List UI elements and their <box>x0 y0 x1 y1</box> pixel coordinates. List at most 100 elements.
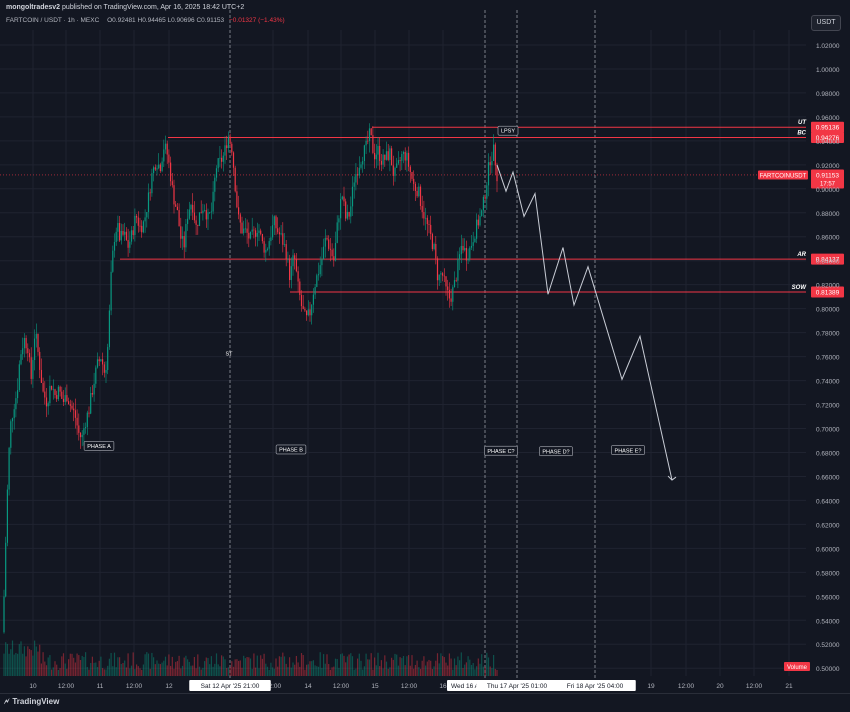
projection-line <box>496 164 673 481</box>
candle-body <box>28 353 31 358</box>
volume-bar <box>401 658 403 676</box>
candle-body <box>464 247 466 251</box>
candle-body <box>236 191 238 208</box>
volume-bar <box>115 667 117 676</box>
volume-bar <box>350 653 352 676</box>
candle-body <box>39 351 41 370</box>
symbol-name[interactable]: FARTCOIN / USDT · 1h · MEXC <box>6 17 100 24</box>
candle-body <box>44 391 46 398</box>
volume-bar <box>154 664 156 676</box>
candle-body <box>161 161 163 172</box>
volume-bar <box>334 658 337 676</box>
candle-body <box>363 145 365 162</box>
candle-body <box>272 225 274 238</box>
price-tick-label: 0.72000 <box>816 403 840 410</box>
volume-bar <box>193 656 195 676</box>
volume-bar <box>22 653 24 676</box>
candle-body <box>197 224 199 226</box>
volume-bar <box>496 669 498 676</box>
volume-bar <box>197 654 199 676</box>
candle-body <box>129 241 131 248</box>
volume-bar <box>136 664 138 676</box>
candle-body <box>372 135 374 153</box>
candle-body <box>178 210 180 227</box>
candle-body <box>71 405 73 409</box>
footer-bar <box>0 693 850 712</box>
candle-body <box>425 217 427 219</box>
volume-bar <box>464 664 466 676</box>
candle-body <box>3 596 5 633</box>
bar-countdown-text: 17:57 <box>820 181 836 187</box>
candle-body <box>144 217 146 222</box>
candle-body <box>122 230 124 235</box>
event-marker: ST <box>225 352 233 358</box>
volume-bar <box>277 666 279 676</box>
currency-button[interactable]: USDT <box>811 15 841 31</box>
price-tick-label: 0.52000 <box>816 642 840 649</box>
volume-bar <box>251 668 253 676</box>
author-name[interactable]: mongoltradesv2 <box>6 4 61 11</box>
candle-body <box>171 181 173 186</box>
candle-body <box>343 196 345 202</box>
volume-bar <box>158 663 160 676</box>
candle-body <box>317 274 320 276</box>
candle-body <box>409 166 411 172</box>
candle-body <box>462 245 464 251</box>
candle-body <box>431 233 433 250</box>
candle-body <box>52 389 54 391</box>
candle-body <box>35 333 37 339</box>
candle-body <box>289 258 291 281</box>
candle-body <box>477 219 479 226</box>
candle-body <box>365 140 367 146</box>
candle-body <box>321 258 323 266</box>
candle-body <box>243 228 245 234</box>
volume-bar <box>79 660 82 676</box>
volume-bar <box>25 656 27 676</box>
volume-bar <box>358 653 360 676</box>
volume-bar <box>484 666 486 676</box>
volume-bar <box>477 658 479 676</box>
volume-bar <box>365 653 367 676</box>
time-axis: 10 12:00 11 12:00 12 12:00 14 12:00 15 12:00 16 19 1… <box>29 680 793 691</box>
volume-bar <box>217 664 219 676</box>
volume-bar <box>278 656 280 676</box>
candle-body <box>402 151 405 154</box>
price-tick-label: 0.90000 <box>816 187 840 194</box>
time-tick-label: 12:00 <box>333 683 350 690</box>
candle-body <box>210 211 212 213</box>
volume-bar <box>74 662 76 676</box>
candle-body <box>142 221 144 233</box>
volume-bar <box>394 653 396 676</box>
candle-body <box>136 215 138 218</box>
candle-body <box>17 390 19 399</box>
volume-bar <box>440 653 442 676</box>
candle-body <box>112 250 114 272</box>
volume-bar <box>489 666 491 676</box>
candle-body <box>251 229 253 232</box>
candle-body <box>333 256 335 261</box>
candle-body <box>176 206 178 211</box>
price-tick-label: 0.50000 <box>816 666 840 673</box>
candle-body <box>73 408 75 411</box>
candle-body <box>292 255 294 267</box>
volume-bar <box>476 666 478 676</box>
candle-body <box>385 151 388 160</box>
volume-bar <box>8 653 10 676</box>
volume-bar <box>317 666 320 676</box>
volume-bar <box>205 657 207 676</box>
candle-body <box>91 393 93 395</box>
candle-body <box>351 186 354 207</box>
volume-bar <box>433 666 435 676</box>
candle-body <box>416 190 418 197</box>
candle-body <box>117 223 119 232</box>
candle-body <box>190 204 192 210</box>
candle-body <box>61 391 63 399</box>
candle-body <box>447 286 449 290</box>
tradingview-logo[interactable]: 🗲 TradingView <box>4 697 59 707</box>
candle-body <box>280 233 282 235</box>
volume-bar <box>120 663 122 676</box>
candle-body <box>481 210 483 217</box>
volume-bar <box>447 665 449 676</box>
candle-body <box>207 212 209 220</box>
